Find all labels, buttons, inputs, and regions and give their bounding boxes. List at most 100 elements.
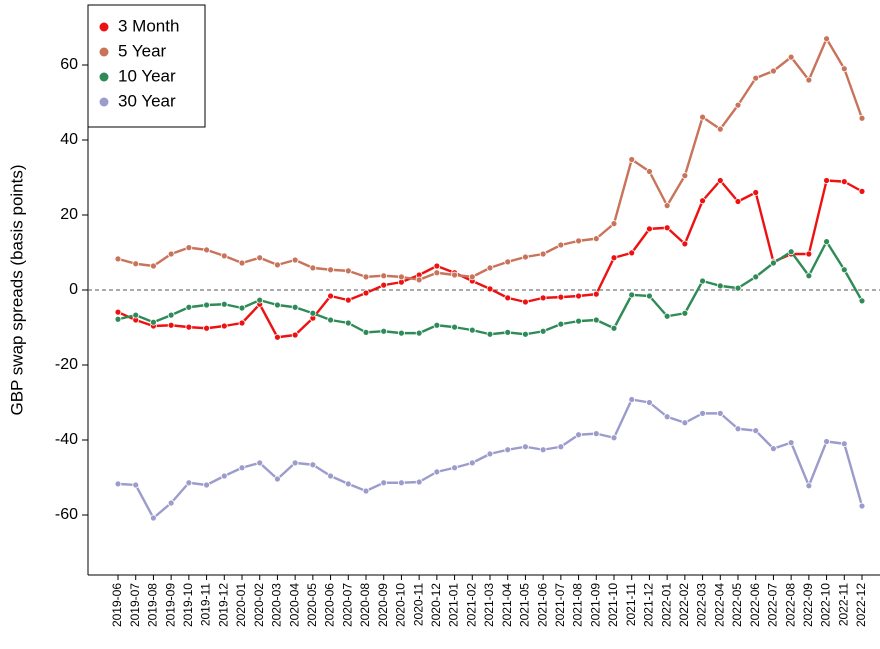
data-point xyxy=(823,438,830,445)
x-tick-label: 2020-04 xyxy=(287,583,301,627)
data-point xyxy=(539,327,547,335)
data-point xyxy=(592,430,600,438)
x-tick-label: 2020-05 xyxy=(305,583,319,627)
data-point xyxy=(274,333,281,341)
data-point xyxy=(575,317,582,325)
data-point xyxy=(167,499,175,507)
x-tick-label: 2019-10 xyxy=(181,583,195,627)
data-point xyxy=(486,450,494,458)
data-point xyxy=(309,264,317,272)
data-point xyxy=(770,67,777,75)
data-point xyxy=(309,309,317,317)
data-point xyxy=(734,425,742,433)
data-point xyxy=(575,292,582,300)
x-tick-label: 2020-06 xyxy=(323,583,337,627)
x-tick-label: 2022-12 xyxy=(854,583,868,627)
data-point xyxy=(805,76,813,84)
x-tick-label: 2022-07 xyxy=(766,583,780,627)
data-point xyxy=(256,296,264,304)
data-point xyxy=(504,446,512,454)
data-point xyxy=(840,440,848,448)
data-point xyxy=(646,168,653,175)
legend-marker xyxy=(99,22,109,32)
data-point xyxy=(486,330,494,338)
data-point xyxy=(256,459,264,467)
legend-label: 10 Year xyxy=(118,66,176,85)
data-point xyxy=(238,464,246,472)
data-point xyxy=(681,419,689,427)
data-point xyxy=(575,431,582,439)
x-tick-label: 2021-08 xyxy=(571,583,585,627)
data-point xyxy=(734,284,742,292)
data-point xyxy=(132,260,140,268)
data-point xyxy=(309,461,317,469)
x-tick-label: 2020-12 xyxy=(429,583,443,627)
data-point xyxy=(433,262,441,270)
data-point xyxy=(114,315,122,323)
data-point xyxy=(274,301,281,309)
data-point xyxy=(823,177,830,184)
x-tick-label: 2021-02 xyxy=(464,583,478,627)
y-tick-label: 20 xyxy=(60,206,78,223)
x-tick-label: 2022-04 xyxy=(712,583,726,627)
y-tick-label: -60 xyxy=(55,506,78,523)
data-point xyxy=(575,237,582,245)
data-point xyxy=(610,324,618,332)
x-tick-label: 2020-08 xyxy=(358,583,372,627)
data-point xyxy=(504,258,512,266)
data-point xyxy=(592,235,600,243)
data-point xyxy=(274,475,281,483)
data-point xyxy=(787,53,795,61)
data-point xyxy=(539,294,547,302)
data-point xyxy=(805,272,813,280)
data-point xyxy=(522,330,529,338)
data-point xyxy=(344,267,352,275)
legend-label: 3 Month xyxy=(118,16,179,35)
data-point xyxy=(380,479,388,487)
data-point xyxy=(752,273,760,281)
data-point xyxy=(486,285,494,293)
data-point xyxy=(185,303,193,311)
data-point xyxy=(539,250,547,258)
data-point xyxy=(734,101,742,109)
x-tick-label: 2022-09 xyxy=(801,583,815,627)
data-point xyxy=(646,399,653,406)
x-tick-label: 2021-04 xyxy=(500,583,514,627)
data-point xyxy=(220,322,228,330)
x-tick-label: 2021-09 xyxy=(588,583,602,627)
x-tick-label: 2022-03 xyxy=(695,583,709,627)
data-point xyxy=(663,224,671,232)
data-point xyxy=(291,256,299,264)
data-point xyxy=(203,324,210,332)
data-point xyxy=(557,443,565,451)
data-point xyxy=(327,316,334,324)
data-point xyxy=(291,331,299,339)
data-point xyxy=(681,240,689,248)
data-point xyxy=(752,74,760,82)
data-point xyxy=(203,301,210,309)
x-tick-label: 2021-05 xyxy=(518,583,532,627)
data-point xyxy=(628,156,636,163)
data-point xyxy=(380,272,388,280)
data-point xyxy=(539,446,547,454)
data-point xyxy=(840,178,848,186)
data-point xyxy=(716,409,724,417)
data-point xyxy=(699,409,706,417)
data-point xyxy=(362,487,370,495)
data-point xyxy=(504,294,512,302)
data-point xyxy=(840,65,848,73)
data-point xyxy=(344,480,352,488)
x-tick-label: 2019-09 xyxy=(163,583,177,627)
y-axis-label: GBP swap spreads (basis points) xyxy=(7,164,26,415)
x-tick-label: 2020-11 xyxy=(411,583,425,626)
data-point xyxy=(628,291,636,299)
x-tick-label: 2021-06 xyxy=(535,583,549,627)
data-point xyxy=(291,303,299,311)
data-point xyxy=(150,262,157,270)
x-tick-label: 2020-03 xyxy=(270,583,284,627)
data-point xyxy=(238,319,246,327)
data-point xyxy=(167,321,175,329)
data-point xyxy=(132,311,140,319)
data-point xyxy=(362,289,370,297)
data-point xyxy=(344,319,352,327)
